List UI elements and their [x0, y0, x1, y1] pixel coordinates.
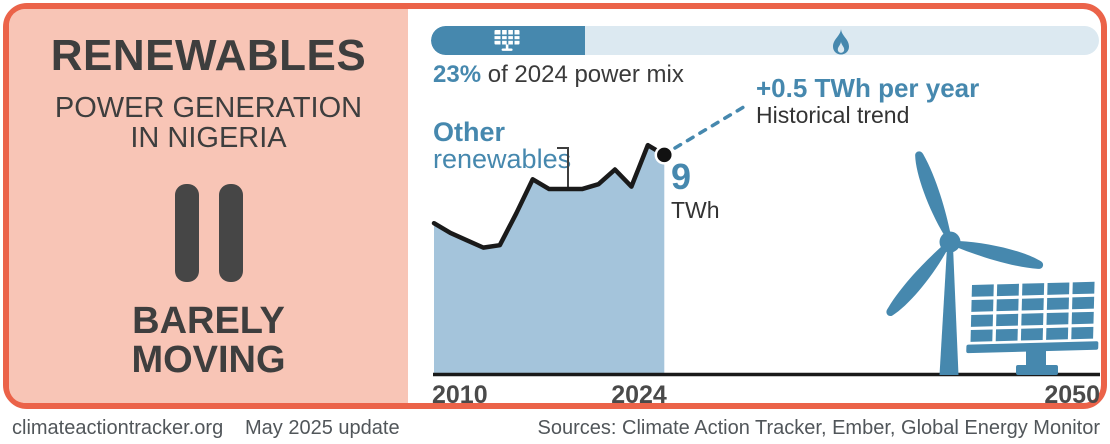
- pause-icon: [9, 183, 408, 282]
- series-label-line2: renewables: [433, 144, 572, 174]
- verdict-text: BARELY MOVING: [9, 299, 408, 382]
- subtitle-line1: POWER GENERATION: [54, 92, 363, 124]
- end-point-dot: [654, 145, 675, 165]
- history-line: [431, 142, 667, 250]
- infographic-card: RENEWABLES POWER GENERATION IN NIGERIA B…: [3, 3, 1107, 409]
- power-mix-caption: 23% of 2024 power mix: [433, 61, 684, 89]
- update-date: May 2025 update: [245, 417, 400, 439]
- verdict-line1: BARELY: [132, 299, 285, 342]
- x-tick-2050: 2050: [1044, 381, 1100, 409]
- trend-dashed-line: [673, 103, 749, 150]
- website-link[interactable]: climateactiontracker.org: [12, 417, 224, 439]
- left-panel: RENEWABLES POWER GENERATION IN NIGERIA B…: [9, 9, 408, 403]
- wind-turbine-icon: [886, 151, 1044, 375]
- solar-panel-icon: [494, 29, 520, 51]
- trend-value: +0.5 TWh per year: [756, 73, 980, 103]
- gas-flame-icon: [831, 29, 851, 55]
- power-mix-caption-text: of 2024 power mix: [481, 61, 684, 88]
- footer: climateactiontracker.org May 2025 update…: [0, 417, 1110, 444]
- sources-text: Sources: Climate Action Tracker, Ember, …: [537, 417, 1100, 439]
- end-value-number: 9: [671, 156, 692, 197]
- page-title: RENEWABLES: [50, 31, 367, 80]
- power-mix-renewables-fill: [431, 26, 585, 55]
- verdict-line2: MOVING: [131, 339, 286, 382]
- end-value-unit: TWh: [671, 197, 720, 223]
- solar-panel-illustration: [966, 281, 1099, 375]
- series-label: Other renewables: [433, 119, 571, 173]
- area-fill: [434, 145, 665, 375]
- pause-bar-right: [218, 183, 243, 282]
- x-tick-2010: 2010: [432, 381, 488, 409]
- power-mix-bar: [431, 26, 1099, 55]
- subtitle-line2: IN NIGERIA: [130, 122, 287, 155]
- subtitle: POWER GENERATION IN NIGERIA: [9, 93, 408, 154]
- end-value-label: 9 TWh: [671, 159, 720, 222]
- pause-bar-left: [174, 183, 199, 282]
- x-tick-2024: 2024: [611, 381, 667, 409]
- trend-annotation: +0.5 TWh per year Historical trend: [756, 73, 980, 128]
- power-mix-percent: 23%: [433, 61, 482, 88]
- trend-sublabel: Historical trend: [756, 101, 910, 128]
- series-label-line1: Other: [433, 117, 506, 147]
- area-chart: [431, 103, 1100, 377]
